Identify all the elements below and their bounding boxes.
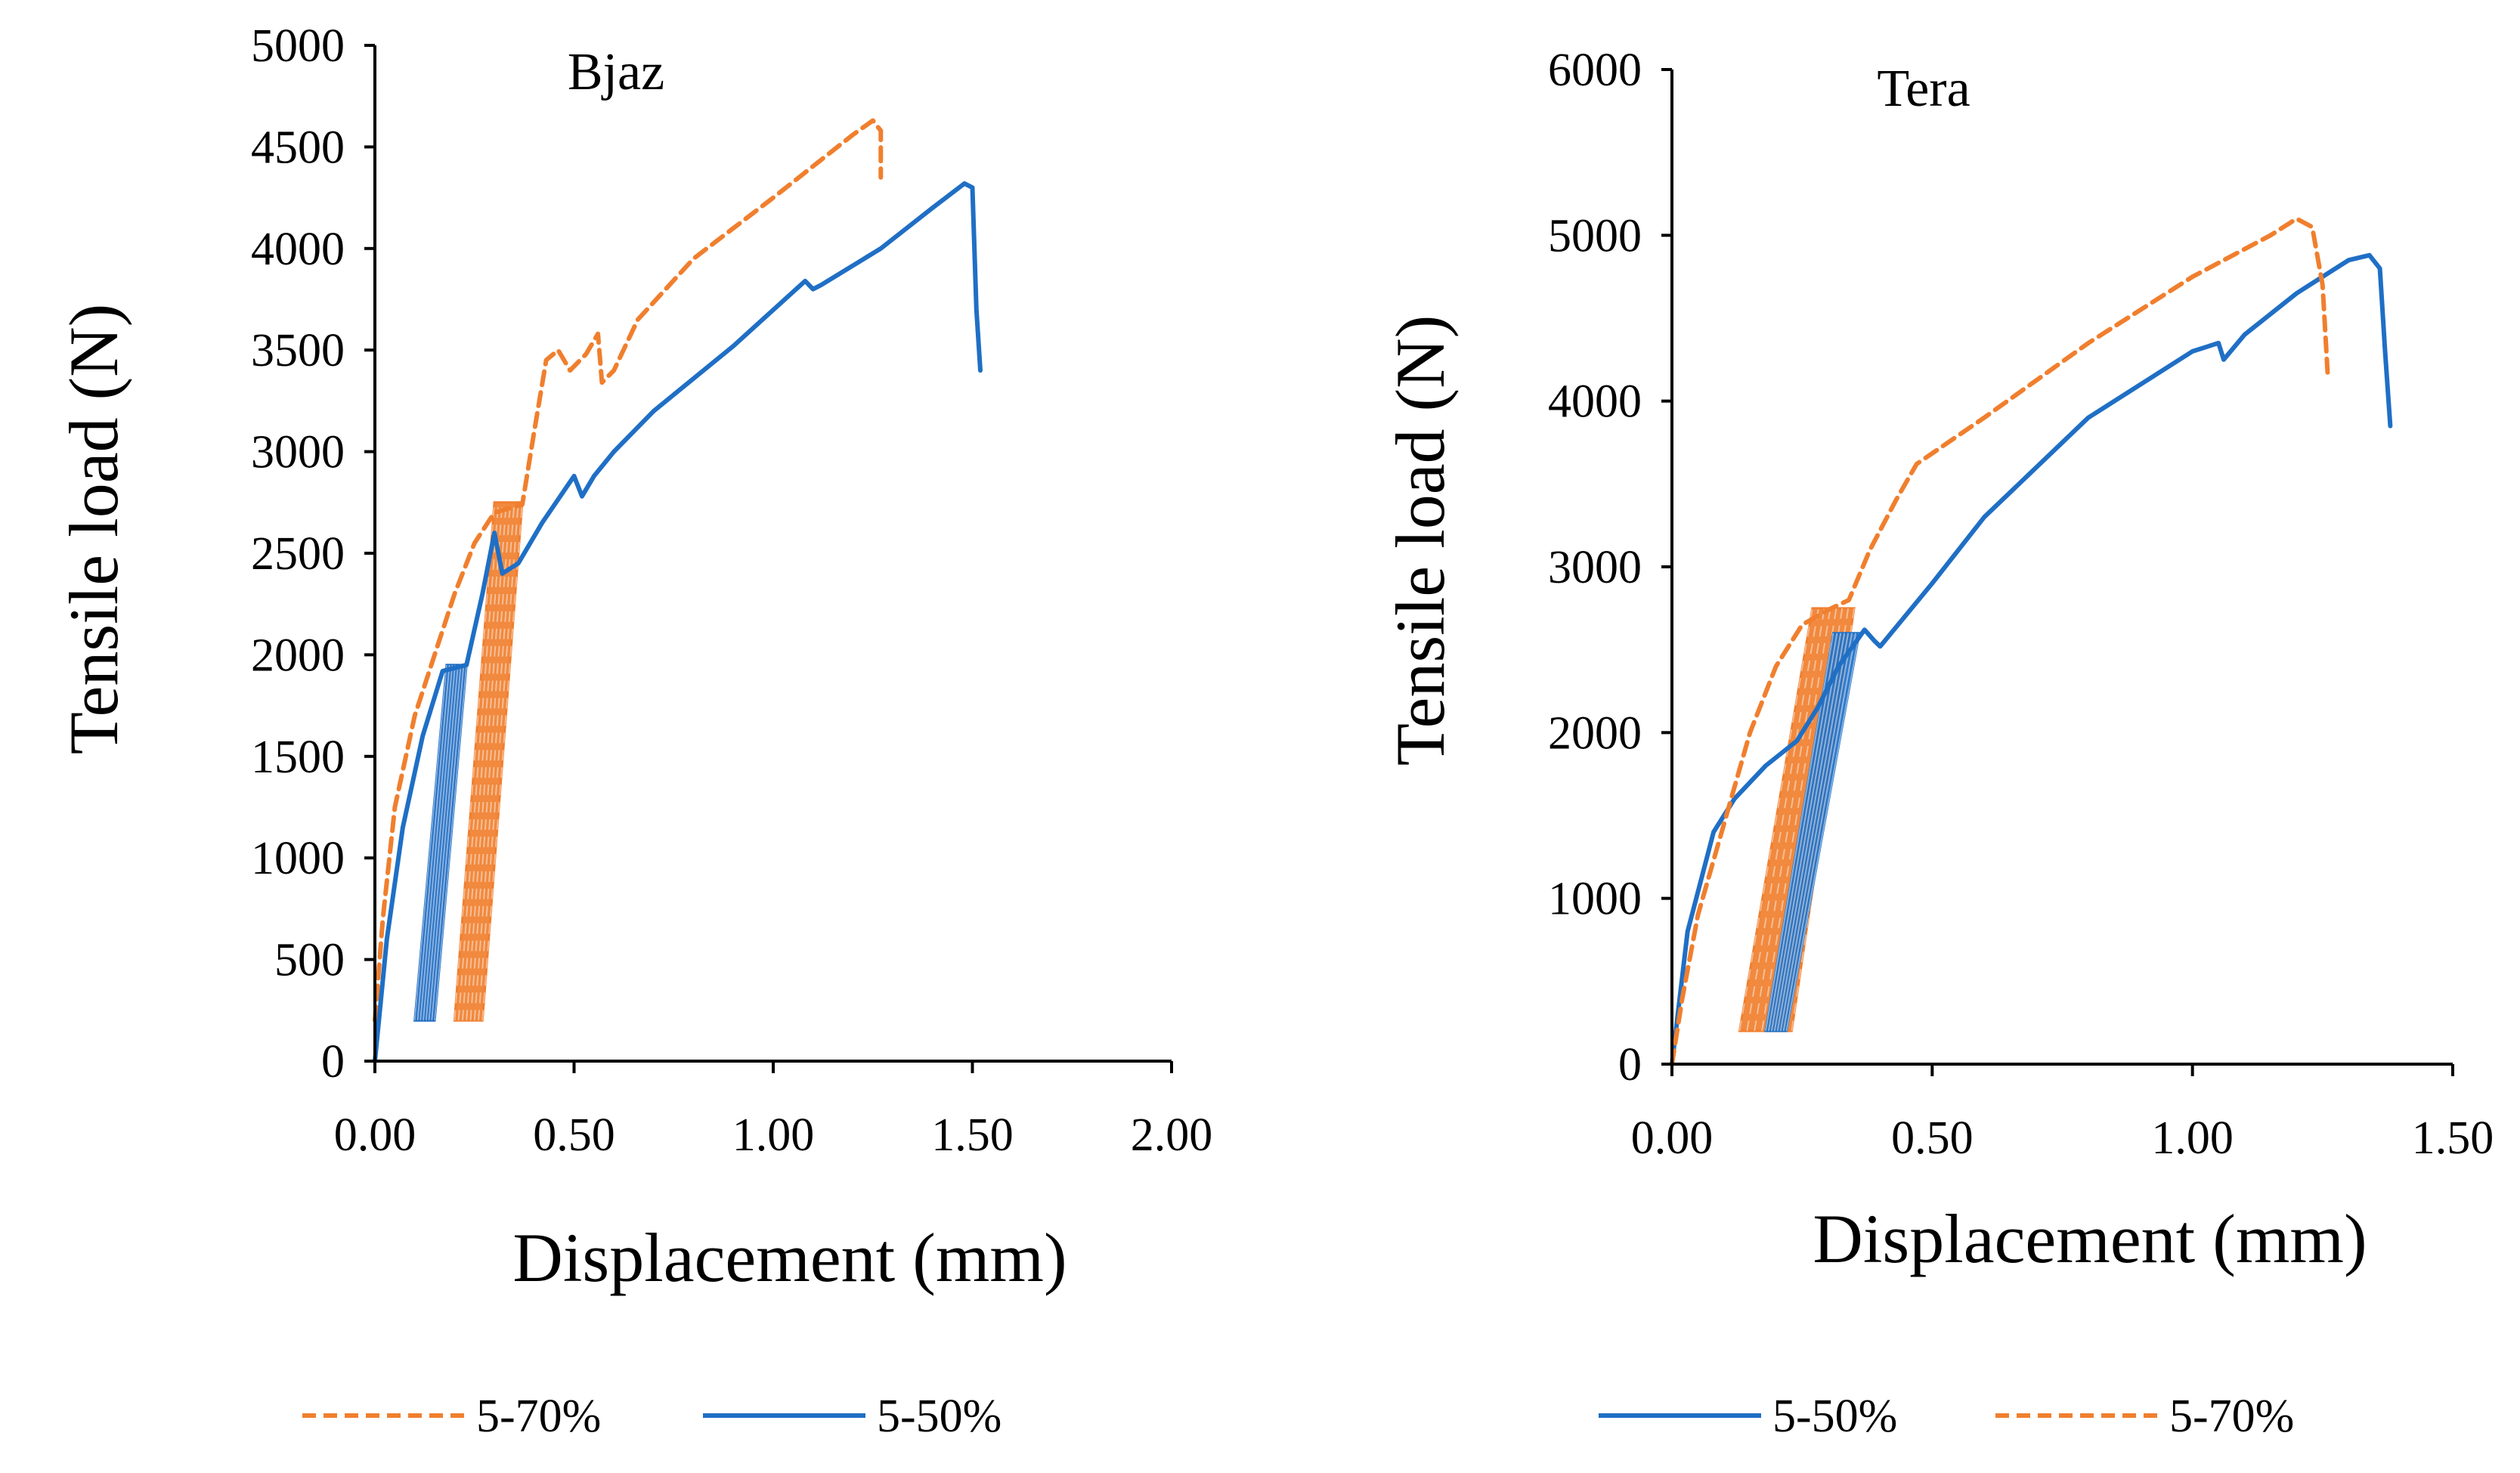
bjaz-x-tick-label: 1.50 (931, 1109, 1014, 1161)
chart-tera: 0 1000 2000 3000 4000 5000 6000 0.00 0.50 1.00 1.… (1382, 45, 2494, 1442)
tera-legend: 5-50% 5-70% (1599, 1391, 2294, 1442)
bjaz-series-5-50% (373, 181, 983, 1063)
bjaz-legend: 5-70% 5-50% (302, 1391, 1001, 1442)
tera-series-5-70% (1670, 216, 2330, 1066)
bjaz-y-tick-label: 3500 (251, 325, 345, 376)
bjaz-cycle-line-5-50%-4 (425, 664, 459, 1021)
bjaz-y-ticks: 0 500 1000 1500 2000 2500 3000 3500 4000 4500 5000 (251, 20, 375, 1088)
tera-x-ticks: 0.00 0.50 1.00 1.50 (1631, 1064, 2494, 1164)
tera-cycle-line-5-50%-1 (1767, 633, 1838, 1032)
tera-y-tick-label: 3000 (1548, 542, 1642, 593)
bjaz-y-tick-label: 500 (274, 935, 345, 986)
tera-y-tick-label: 4000 (1548, 376, 1642, 428)
bjaz-y-tick-label: 3000 (251, 427, 345, 478)
tera-cycle-line-5-50%-7 (1785, 633, 1860, 1032)
bjaz-series-5-70% (373, 118, 884, 1023)
tera-cycle-line-5-70%-2 (1754, 608, 1825, 1032)
tera-y-tick-label: 0 (1618, 1039, 1642, 1091)
bjaz-cycle-line-5-50%-7 (434, 664, 468, 1021)
tera-cycle-line-5-50%-6 (1782, 633, 1856, 1032)
tera-legend-label-5-70: 5-70% (2169, 1391, 2294, 1442)
bjaz-x-tick-label: 0.50 (533, 1109, 615, 1161)
tera-cycle-line-5-70%-1 (1746, 608, 1819, 1032)
bjaz-cycle-line-5-50%-6 (431, 664, 465, 1021)
bjaz-cycle-line-5-50%-5 (428, 664, 462, 1021)
bjaz-cycle-line-5-50%-3 (422, 664, 457, 1021)
bjaz-cycle-line-5-50%-1 (416, 664, 450, 1021)
bjaz-marks (373, 118, 983, 1063)
bjaz-legend-label-5-50: 5-50% (877, 1391, 1001, 1442)
bjaz-y-tick-label: 2000 (251, 630, 345, 681)
tera-cycle-line-5-50%-4 (1776, 633, 1850, 1032)
tera-y-tick-label: 1000 (1548, 874, 1642, 925)
bjaz-x-axis-label: Displacement (mm) (512, 1219, 1067, 1296)
bjaz-y-axis-label: Tensile load (N) (55, 304, 132, 754)
tera-x-tick-label: 1.50 (2412, 1112, 2494, 1164)
tera-cycle-line-5-50%-3 (1773, 633, 1846, 1032)
bjaz-y-tick-label: 4500 (251, 122, 345, 173)
tera-marks (1670, 216, 2393, 1066)
bjaz-cycle-line-5-50%-0 (413, 664, 447, 1021)
tera-y-tick-label: 2000 (1548, 707, 1642, 759)
tera-x-tick-label: 0.50 (1891, 1112, 1974, 1164)
bjaz-cycle-line-5-50%-2 (419, 664, 454, 1021)
tera-y-axis-label: Tensile load (N) (1382, 315, 1459, 766)
bjaz-x-tick-label: 2.00 (1131, 1109, 1213, 1161)
bjaz-x-ticks: 0.00 0.50 1.00 1.50 2.00 (334, 1061, 1213, 1161)
bjaz-x-tick-label: 0.00 (334, 1109, 416, 1161)
tera-cycle-line-5-70%-3 (1761, 608, 1831, 1032)
bjaz-y-tick-label: 4000 (251, 224, 345, 275)
bjaz-legend-label-5-70: 5-70% (476, 1391, 601, 1442)
tera-y-tick-label: 6000 (1548, 45, 1642, 96)
tera-x-tick-label: 0.00 (1631, 1112, 1714, 1164)
tera-x-tick-label: 1.00 (2151, 1112, 2234, 1164)
tera-cycle-line-5-50%-2 (1770, 633, 1842, 1032)
tera-cycles-5-50% (1764, 632, 1861, 1032)
tera-y-tick-label: 5000 (1548, 210, 1642, 261)
tera-x-axis-label: Displacement (mm) (1813, 1200, 2367, 1277)
bjaz-y-tick-label: 2500 (251, 528, 345, 580)
chart-bjaz: 0 500 1000 1500 2000 2500 3000 3500 4000 4500 5000… (55, 20, 1212, 1442)
bjaz-y-tick-label: 0 (321, 1036, 345, 1088)
tera-legend-label-5-50: 5-50% (1772, 1391, 1897, 1442)
tera-series-5-50% (1670, 252, 2393, 1066)
tera-y-ticks: 0 1000 2000 3000 4000 5000 6000 (1548, 45, 1672, 1091)
tera-title: Tera (1877, 60, 1970, 118)
bjaz-title: Bjaz (568, 43, 664, 101)
tera-cycle-line-5-50%-5 (1779, 633, 1853, 1032)
bjaz-y-tick-label: 1000 (251, 833, 345, 884)
bjaz-x-tick-label: 1.00 (732, 1109, 815, 1161)
bjaz-y-tick-label: 1500 (251, 732, 345, 783)
tera-cycle-line-5-70%-0 (1738, 608, 1813, 1032)
bjaz-y-tick-label: 5000 (251, 20, 345, 72)
